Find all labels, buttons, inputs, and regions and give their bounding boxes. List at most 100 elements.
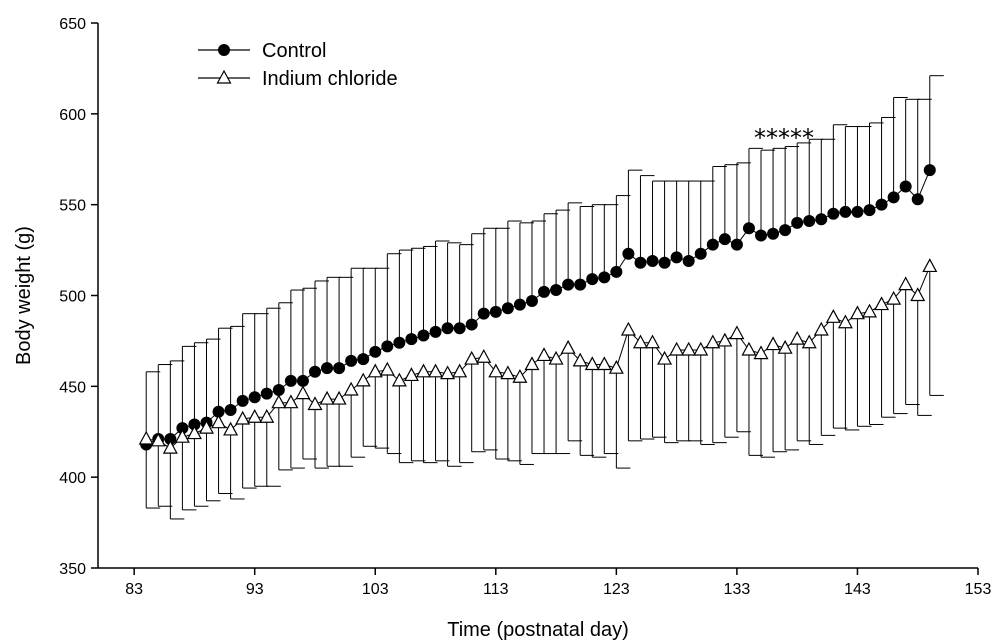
point-indium-chloride-104 (379, 361, 395, 376)
point-control-86 (164, 433, 177, 446)
point-control-115 (513, 298, 526, 311)
point-indium-chloride-94 (259, 408, 275, 423)
point-control-144 (863, 204, 876, 217)
legend-marker-control (218, 44, 230, 56)
series-lines (145, 170, 931, 449)
point-indium-chloride-85 (150, 432, 166, 447)
point-control-117 (538, 285, 551, 298)
point-control-133 (730, 238, 743, 251)
point-indium-chloride-101 (343, 381, 359, 396)
point-control-119 (562, 278, 575, 291)
ticks: 350 400 450 500 550 600 650 83 93 103 113 123 133 143… (59, 16, 991, 598)
point-control-149 (923, 164, 936, 177)
point-indium-chloride-126 (645, 334, 661, 349)
point-control-130 (694, 247, 707, 260)
point-indium-chloride-123 (608, 359, 624, 374)
point-indium-chloride-99 (319, 390, 335, 405)
point-indium-chloride-110 (452, 363, 468, 378)
point-indium-chloride-108 (428, 363, 444, 378)
point-control-104 (381, 340, 394, 353)
point-indium-chloride-114 (500, 365, 516, 380)
point-indium-chloride-95 (271, 394, 287, 409)
point-indium-chloride-141 (825, 309, 841, 323)
point-control-107 (417, 329, 430, 342)
point-indium-chloride-100 (331, 390, 347, 405)
point-control-88 (188, 418, 201, 431)
point-control-136 (767, 227, 780, 240)
point-control-90 (212, 405, 225, 418)
point-indium-chloride-125 (632, 334, 648, 349)
point-indium-chloride-142 (837, 314, 853, 329)
point-control-98 (308, 365, 321, 378)
point-indium-chloride-121 (584, 356, 600, 371)
point-control-126 (646, 254, 659, 267)
point-control-121 (586, 273, 599, 286)
point-control-95 (272, 383, 285, 396)
point-indium-chloride-119 (560, 339, 576, 354)
point-control-109 (441, 322, 454, 335)
point-control-108 (429, 325, 442, 338)
legend-marker-indium-chloride (216, 69, 232, 84)
point-control-140 (815, 213, 828, 226)
point-indium-chloride-148 (910, 287, 926, 302)
x-tick-label-83: 83 (125, 581, 143, 598)
point-control-103 (369, 345, 382, 358)
point-indium-chloride-98 (307, 396, 323, 411)
point-indium-chloride-144 (861, 303, 878, 318)
point-control-124 (622, 247, 635, 260)
legend-item-control: Control (198, 40, 326, 62)
point-control-106 (405, 333, 418, 346)
point-control-137 (779, 224, 792, 237)
point-indium-chloride-106 (403, 367, 419, 382)
y-tick-label-400: 400 (59, 470, 86, 487)
y-tick-label-550: 550 (59, 198, 86, 215)
point-control-122 (598, 271, 611, 284)
point-indium-chloride-97 (295, 385, 311, 400)
point-control-128 (670, 251, 683, 264)
point-control-142 (839, 205, 852, 218)
point-indium-chloride-89 (198, 419, 215, 434)
y-axis-title: Body weight (g) (13, 226, 35, 365)
point-control-135 (755, 229, 768, 242)
point-control-123 (610, 265, 623, 278)
point-indium-chloride-86 (162, 439, 178, 454)
point-indium-chloride-116 (524, 356, 540, 371)
point-control-127 (658, 256, 671, 269)
point-control-141 (827, 207, 840, 220)
point-control-129 (682, 254, 695, 267)
point-indium-chloride-103 (367, 363, 383, 378)
point-control-118 (550, 284, 563, 297)
point-indium-chloride-111 (464, 350, 480, 365)
point-indium-chloride-88 (186, 425, 202, 440)
point-indium-chloride-139 (801, 334, 817, 349)
axes (97, 23, 978, 569)
point-indium-chloride-115 (512, 368, 528, 383)
point-indium-chloride-91 (223, 421, 239, 436)
point-control-111 (465, 318, 478, 331)
point-indium-chloride-109 (440, 365, 456, 380)
point-indium-chloride-96 (283, 394, 299, 409)
point-control-134 (742, 222, 755, 235)
x-tick-label-143: 143 (844, 581, 871, 598)
point-indium-chloride-140 (813, 321, 829, 336)
point-control-91 (224, 403, 237, 416)
point-indium-chloride-128 (669, 341, 685, 356)
x-tick-label-103: 103 (362, 581, 389, 598)
point-control-147 (899, 180, 912, 193)
point-indium-chloride-84 (138, 430, 154, 445)
point-control-114 (501, 302, 514, 315)
point-indium-chloride-107 (415, 363, 431, 378)
x-tick-label-113: 113 (483, 581, 509, 598)
y-tick-label-500: 500 (59, 289, 86, 306)
point-indium-chloride-87 (174, 428, 190, 443)
y-tick-label-350: 350 (59, 561, 86, 578)
point-indium-chloride-102 (355, 372, 371, 387)
point-indium-chloride-135 (753, 345, 769, 360)
point-control-132 (718, 233, 731, 246)
point-indium-chloride-113 (488, 363, 504, 378)
point-indium-chloride-93 (247, 408, 263, 423)
point-control-97 (296, 374, 309, 387)
point-indium-chloride-143 (849, 305, 865, 320)
point-control-125 (634, 256, 647, 269)
